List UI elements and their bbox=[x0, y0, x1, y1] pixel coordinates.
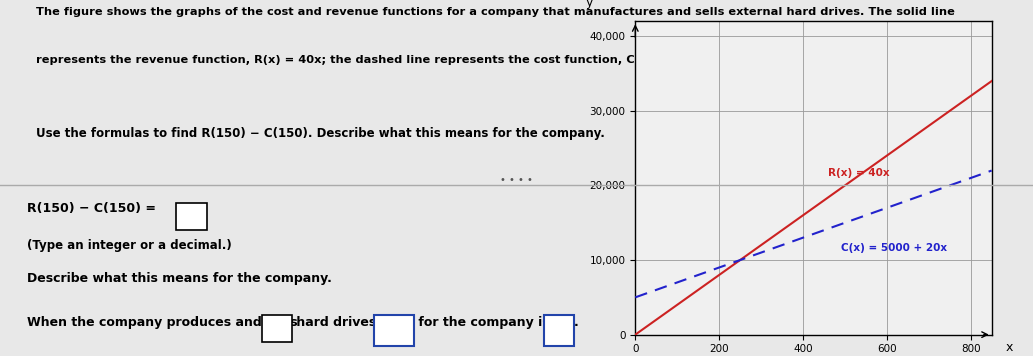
Text: x: x bbox=[1006, 341, 1013, 354]
Text: R(150) − C(150) =: R(150) − C(150) = bbox=[27, 202, 160, 215]
Text: When the company produces and sells: When the company produces and sells bbox=[27, 316, 298, 329]
Text: • • • •: • • • • bbox=[500, 175, 533, 185]
FancyBboxPatch shape bbox=[374, 315, 414, 346]
Text: (Type an integer or a decimal.): (Type an integer or a decimal.) bbox=[27, 239, 231, 252]
Text: for the company is $: for the company is $ bbox=[413, 316, 562, 329]
Text: Use the formulas to find R(150) − C(150). Describe what this means for the compa: Use the formulas to find R(150) − C(150)… bbox=[36, 127, 605, 140]
FancyBboxPatch shape bbox=[262, 315, 292, 342]
Text: The figure shows the graphs of the cost and revenue functions for a company that: The figure shows the graphs of the cost … bbox=[36, 7, 956, 17]
FancyBboxPatch shape bbox=[544, 315, 574, 346]
Text: Describe what this means for the company.: Describe what this means for the company… bbox=[27, 272, 332, 286]
Text: represents the revenue function, R(x) = 40x; the dashed line represents the cost: represents the revenue function, R(x) = … bbox=[36, 55, 747, 65]
Text: C(x) = 5000 + 20x: C(x) = 5000 + 20x bbox=[841, 242, 947, 253]
Text: hard drives, the: hard drives, the bbox=[291, 316, 408, 329]
Text: ▼: ▼ bbox=[387, 318, 396, 331]
FancyBboxPatch shape bbox=[176, 203, 207, 230]
Text: R(x) = 40x: R(x) = 40x bbox=[828, 168, 889, 178]
Text: .: . bbox=[573, 316, 578, 329]
Text: y: y bbox=[586, 0, 593, 9]
